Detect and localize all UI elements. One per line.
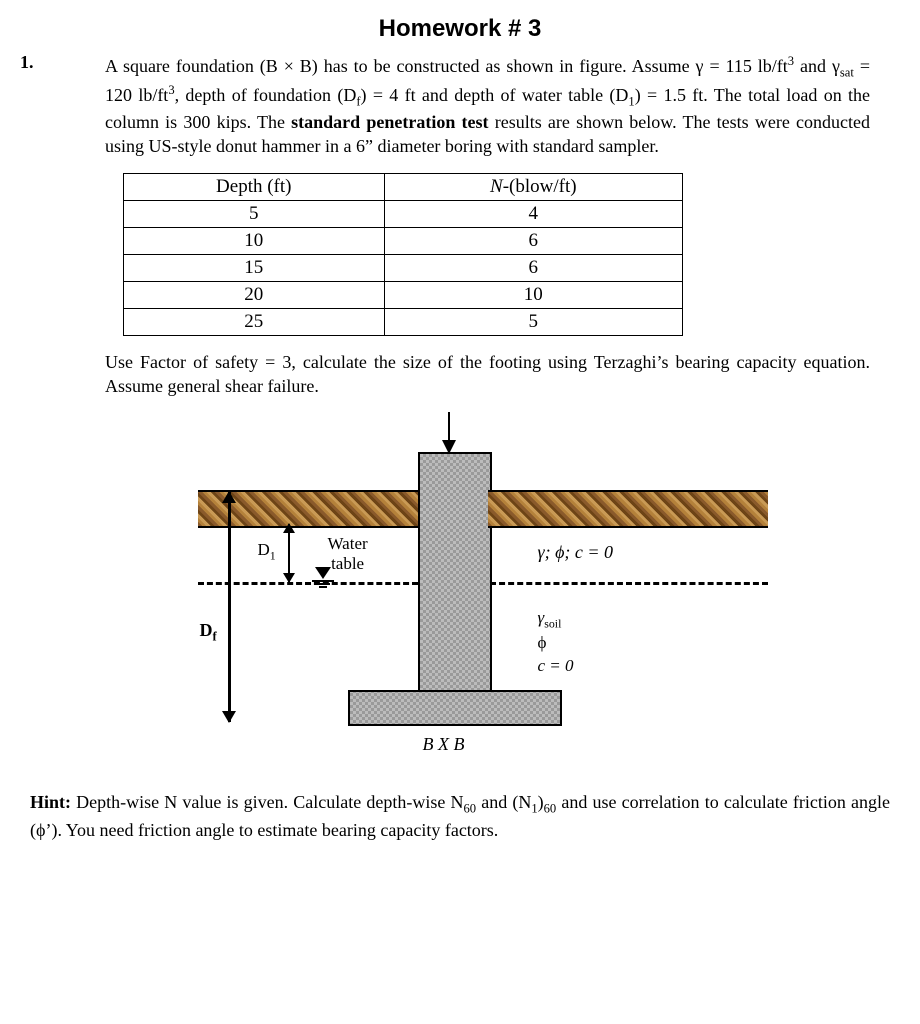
p1-text: A square foundation (B × B) has to be co…	[105, 56, 788, 76]
column-shape	[418, 452, 492, 696]
table-row: 106	[124, 227, 683, 254]
cell: 4	[384, 200, 682, 227]
instruction-text: Use Factor of safety = 3, calculate the …	[105, 350, 870, 399]
table-row: 255	[124, 308, 683, 335]
p1b: and γ	[794, 56, 840, 76]
d1-dimension-arrow	[288, 524, 290, 582]
phi-line: ϕ	[538, 633, 547, 652]
th-n-rest: -(blow/ft)	[503, 176, 577, 197]
sat-sub: sat	[840, 66, 854, 80]
p1e: ) = 4 ft and depth of water table (D	[361, 85, 629, 105]
cell: 10	[384, 281, 682, 308]
table-header-row: Depth (ft) N-(blow/ft)	[124, 173, 683, 200]
cell: 15	[124, 254, 385, 281]
table-row: 156	[124, 254, 683, 281]
ground-right	[488, 490, 768, 528]
cell: 20	[124, 281, 385, 308]
th-n-italic: N	[490, 176, 503, 197]
cell: 6	[384, 227, 682, 254]
cell: 5	[124, 200, 385, 227]
df-text: D	[200, 620, 213, 640]
d1-label: D1	[258, 540, 276, 563]
table-row: 2010	[124, 281, 683, 308]
c0-line: c = 0	[538, 656, 574, 675]
df-dimension-arrow	[228, 492, 231, 722]
hint-label: Hint:	[30, 792, 71, 812]
load-arrow-icon	[448, 412, 450, 452]
water-table-icon	[308, 567, 338, 589]
hint-a: Depth-wise N value is given. Calculate d…	[71, 792, 463, 812]
spt-bold: standard penetration test	[291, 112, 488, 132]
problem-statement: A square foundation (B × B) has to be co…	[105, 53, 870, 159]
cell: 5	[384, 308, 682, 335]
df-sub-fig: f	[213, 630, 217, 644]
soil-props-upper: γ; ϕ; c = 0	[538, 542, 614, 563]
df-label: Df	[200, 620, 217, 645]
p1d: , depth of foundation (D	[175, 85, 357, 105]
water-table-line-right	[490, 582, 768, 585]
wt-line1: Water	[328, 534, 368, 553]
soil-props-lower: γsoil ϕ c = 0	[538, 607, 574, 677]
cell: 10	[124, 227, 385, 254]
foundation-figure: Df D1 Water table γ; ϕ; c = 0 γsoil ϕ c …	[168, 412, 808, 772]
cell: 25	[124, 308, 385, 335]
d1-text: D	[258, 540, 270, 559]
cell: 6	[384, 254, 682, 281]
bxb-label: B X B	[423, 734, 465, 755]
hint-60b: 60	[544, 802, 557, 816]
soil1-text: γ; ϕ; c = 0	[538, 542, 614, 562]
hint-b: and (N	[476, 792, 531, 812]
footing-shape	[348, 690, 562, 726]
table-row: 54	[124, 200, 683, 227]
gamma-soil-sub: soil	[544, 617, 561, 631]
th-depth: Depth (ft)	[124, 173, 385, 200]
question-number: 1.	[20, 52, 34, 73]
th-n: N-(blow/ft)	[384, 173, 682, 200]
page-title: Homework # 3	[30, 15, 890, 43]
hint-text: Hint: Depth-wise N value is given. Calcu…	[30, 790, 890, 842]
spt-table: Depth (ft) N-(blow/ft) 54 106 156 2010 2…	[123, 173, 683, 336]
d1-sub-fig: 1	[270, 549, 276, 563]
hint-60a: 60	[463, 802, 476, 816]
